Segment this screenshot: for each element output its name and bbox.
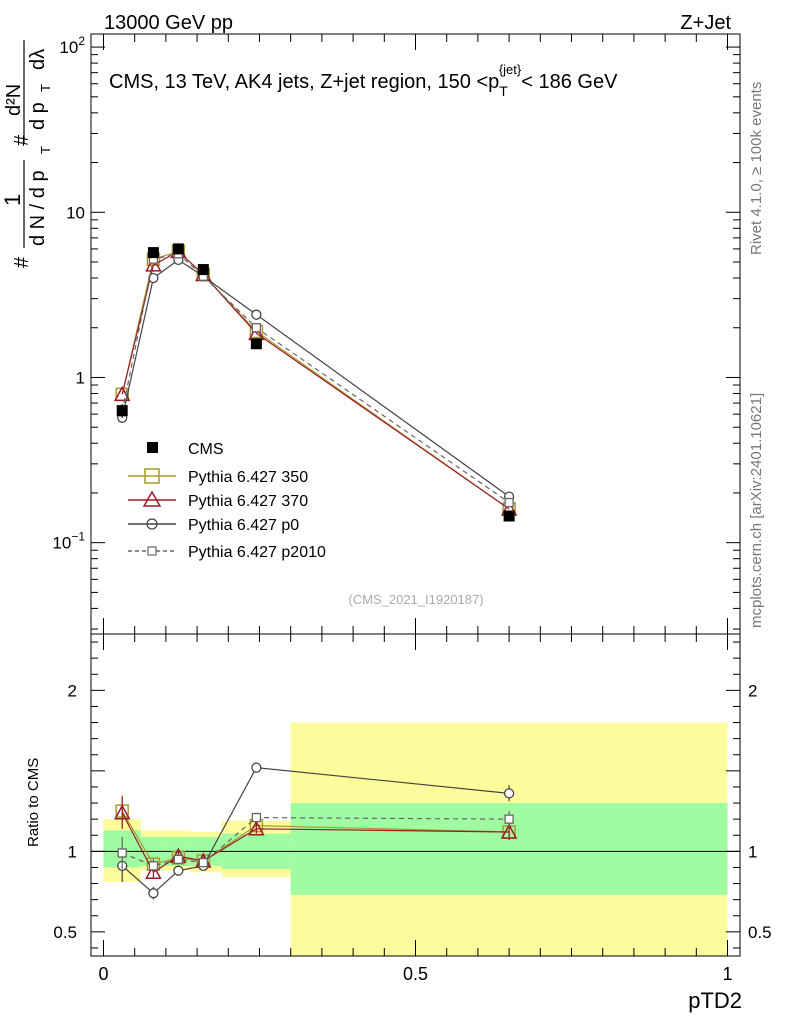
- ratio-ytick-label-right-1: 1: [748, 842, 757, 861]
- svg-text:T: T: [38, 84, 53, 92]
- legend-label-350: Pythia 6.427 350: [188, 469, 308, 486]
- main-point-3-4: [251, 323, 262, 333]
- main-line-1: [121, 250, 510, 510]
- legend-label-p2010: Pythia 6.427 p2010: [188, 544, 326, 561]
- x-axis-label: pTD2: [688, 988, 742, 1013]
- ratio-line-0: [121, 810, 510, 865]
- legend-label-cms: CMS: [188, 441, 224, 458]
- main-ytick-label-1: 1: [76, 368, 85, 387]
- ratio-point-1-5: [500, 823, 518, 839]
- cms-point-5: [503, 510, 515, 522]
- ratio-ytick-label-right-0: 0.5: [748, 923, 772, 942]
- svg-text:d p: d p: [27, 102, 49, 130]
- xtick-label-1: 0.5: [403, 964, 428, 984]
- cms-point-4: [250, 338, 262, 350]
- ratio-point-3-5: [504, 814, 514, 824]
- ratio-point-3-4: [251, 812, 262, 823]
- cms-point-1: [147, 247, 159, 259]
- xtick-label-2: 1: [723, 964, 733, 984]
- legend-marker-350: [144, 468, 160, 484]
- svg-text:#: #: [11, 134, 33, 146]
- rivet-label: Rivet 4.1.0, ≥ 100k events: [748, 82, 765, 255]
- main-ytick-label-0: 10−1: [52, 530, 85, 553]
- header-right: Z+Jet: [680, 12, 731, 34]
- main-line-3: [121, 253, 510, 504]
- ratio-line-2: [121, 766, 510, 895]
- xtick-label-0: 0: [98, 964, 108, 984]
- ratio-point-3-2: [173, 854, 184, 865]
- legend: CMS Pythia 6.427 350 Pythia 6.427 370 Py…: [128, 441, 326, 561]
- ratio-line-3: [121, 816, 510, 867]
- ratio-point-3-1: [148, 861, 159, 871]
- svg-text:d N / d p: d N / d p: [27, 170, 49, 246]
- svg-text:d²N: d²N: [3, 84, 25, 116]
- cms-point-0: [116, 405, 128, 417]
- svg-text:dλ: dλ: [27, 49, 49, 70]
- ratio-ytick-label-2: 2: [68, 681, 77, 700]
- legend-label-p0: Pythia 6.427 p0: [188, 517, 299, 534]
- mcplots-label: mcplots.cern.ch [arXiv:2401.10621]: [748, 393, 765, 628]
- main-point-1-1: [145, 256, 162, 272]
- ratio-ytick-label-1: 1: [68, 842, 77, 861]
- ratio-point-1-1: [145, 863, 162, 880]
- ratio-point-2-2: [173, 865, 184, 876]
- ratio-point-3-0: [117, 848, 127, 858]
- main-ylabel: # 1 d N / d p T # d²N d p T dλ: [0, 40, 53, 268]
- main-point-3-5: [504, 497, 514, 508]
- main-ytick-label-3: 102: [59, 34, 85, 57]
- header-left: 13000 GeV pp: [104, 12, 233, 34]
- ratio-ylabel: Ratio to CMS: [25, 758, 42, 847]
- main-point-2-4: [251, 309, 262, 320]
- ratio-line-1: [121, 812, 510, 874]
- ratio-point-1-4: [248, 820, 265, 836]
- legend-marker-p2010: [147, 546, 157, 556]
- main-line-0: [121, 250, 510, 510]
- ratio-point-2-1: [148, 888, 159, 899]
- cms-point-2: [172, 243, 184, 255]
- svg-text:#: #: [11, 256, 33, 268]
- main-ytick-label-2: 10: [66, 203, 85, 222]
- ratio-point-2-4: [251, 762, 262, 773]
- main-plot-title: CMS, 13 TeV, AK4 jets, Z+jet region, 150…: [109, 62, 618, 99]
- legend-label-370: Pythia 6.427 370: [188, 493, 308, 510]
- analysis-id: (CMS_2021_I1920187): [348, 592, 483, 607]
- svg-text:1: 1: [0, 194, 25, 206]
- cms-point-3: [197, 264, 209, 276]
- main-point-2-1: [148, 272, 159, 284]
- ratio-ytick-label-right-2: 2: [748, 681, 757, 700]
- ratio-point-2-5: [503, 788, 515, 799]
- ratio-point-3-3: [198, 857, 208, 868]
- main-line-2: [121, 259, 510, 498]
- legend-marker-p0: [146, 518, 158, 530]
- svg-text:T: T: [38, 146, 53, 154]
- ratio-ytick-label-0: 0.5: [53, 923, 77, 942]
- legend-marker-370: [142, 490, 162, 507]
- legend-marker-cms: [147, 442, 158, 453]
- ratio-point-1-0: [113, 804, 131, 820]
